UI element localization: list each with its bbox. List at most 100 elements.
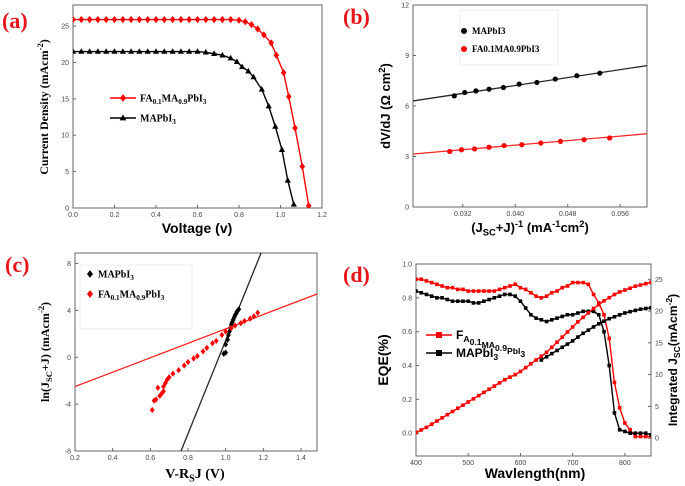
y-tick-label: 3 [405,154,409,161]
data-point [492,289,497,293]
data-point [473,88,479,94]
data-point [429,422,434,427]
series-line [416,290,651,436]
x-tick-label: 0.6 [193,212,203,219]
panel-d: (d) 400 500 600 700 800 0.0 0.2 0.4 0.6 0.8 1.0 0 5 10… [343,262,682,482]
data-point [211,15,217,24]
plot-area [416,277,651,439]
data-point [87,290,93,298]
data-point [602,329,606,334]
data-point [153,15,159,24]
data-point [450,285,455,290]
data-point [435,282,439,287]
data-point [539,358,544,362]
data-point [223,341,229,348]
data-point [429,294,434,298]
data-point [424,279,429,283]
data-point [516,81,522,87]
legend-label-part: A [463,334,469,344]
data-point [534,358,538,362]
data-point [152,48,160,54]
y-right-tick-label: 0 [655,436,659,443]
data-point [176,367,181,374]
x-axis-label-part: SC [483,227,496,237]
fit-line [75,293,317,388]
data-point [586,311,591,315]
y-tick-label: 15 [61,96,69,103]
data-point [539,318,544,322]
data-point [419,277,424,282]
data-point [258,86,265,92]
data-point [194,15,201,24]
data-point [445,412,450,417]
data-point [565,312,570,317]
data-point [534,316,538,320]
data-point [534,79,540,86]
data-point [232,322,238,329]
data-point [111,48,118,54]
data-point [591,309,596,314]
y-tick-label: 0.8 [402,295,412,302]
data-point [607,135,613,141]
legend-label-part: 3 [172,118,176,126]
data-point [628,427,632,432]
data-point [549,318,554,322]
data-point [570,339,575,343]
data-point [261,31,267,39]
data-point [248,21,255,29]
data-point [544,319,549,324]
data-point [476,393,481,398]
legend-item: MAPbI3 [461,26,506,36]
data-point [164,376,170,383]
data-point [487,289,491,293]
y-axis-label: Current Density (mAcm-2) [35,39,51,175]
data-point [227,54,234,61]
data-point [643,306,648,311]
data-point [597,70,603,76]
y-axis-label: dV/dJ (Ω cm2) [377,63,393,149]
legend-label-part: 3 [520,349,525,359]
data-point [466,299,471,304]
data-point [120,94,126,102]
data-point [560,335,565,339]
data-point [482,390,486,395]
data-point [602,319,606,324]
x-axis-label: Voltage (v) [162,220,233,236]
x-tick-label: 0.0 [68,212,78,219]
data-point [233,58,241,64]
data-point [623,421,627,425]
x-tick-label: 1.2 [317,212,327,219]
data-point [305,202,312,208]
data-point [436,350,442,356]
data-point [419,290,424,295]
legend-label-part: 0.9 [178,98,187,106]
data-point [268,39,274,47]
data-point [638,431,643,435]
data-point [242,317,247,325]
data-point [229,319,235,326]
data-point [576,320,580,324]
data-point [461,403,465,407]
x-axis-label: Wavlength(nm) [485,465,586,481]
y-right-tick-label: 20 [655,309,663,316]
y-right-axis-label-part: SC [672,346,682,358]
data-point [602,299,606,303]
y-right-tick-label: 5 [655,404,659,411]
data-point [617,427,622,432]
data-point [502,292,507,297]
data-point [435,296,439,300]
data-point [166,374,172,381]
data-point [513,282,518,287]
data-point [523,287,528,292]
legend-label-part: 3 [203,98,207,106]
data-point [128,48,135,54]
data-point [602,312,606,317]
y-right-axis-label-part: (mAcm [666,305,680,346]
data-point [633,284,638,289]
x-tick-label: 0.2 [110,212,120,219]
data-point [607,316,612,321]
data-point [487,387,491,392]
data-point [581,331,585,336]
legend-label-part: FA0.1MA0.9PbI3 [472,44,540,54]
